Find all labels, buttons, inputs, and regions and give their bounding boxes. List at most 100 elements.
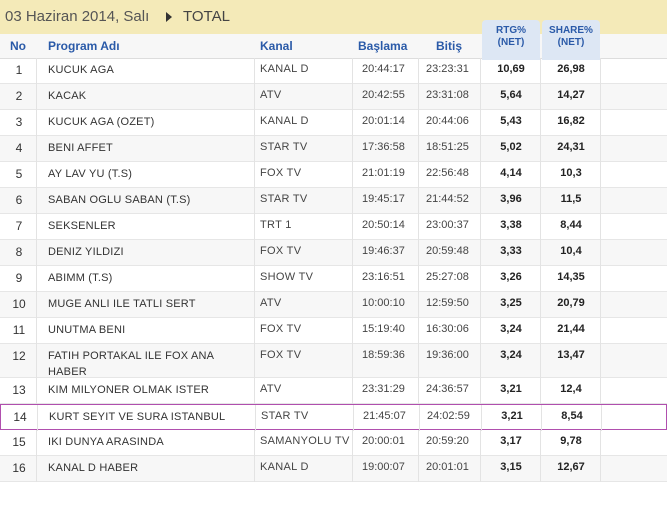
column-divider [540, 292, 541, 318]
table-row[interactable]: 13 KIM MILYONER OLMAK ISTER ATV 23:31:29 24:… [0, 378, 667, 404]
table-row[interactable]: 11 UNUTMA BENI FOX TV 15:19:40 16:30:06 3,24 2… [0, 318, 667, 344]
column-divider [540, 214, 541, 240]
cell-start: 10:00:10 [362, 297, 405, 309]
cell-start: 23:16:51 [362, 271, 405, 283]
col-channel[interactable]: Kanal [260, 39, 293, 53]
cell-program: AY LAV YU (T.S) [48, 168, 133, 180]
cell-no: 7 [15, 219, 23, 233]
cell-no: 9 [15, 271, 23, 285]
col-end[interactable]: Bitiş [436, 39, 463, 53]
cell-start: 20:01:14 [362, 115, 405, 127]
column-divider [600, 456, 601, 482]
column-divider [353, 405, 354, 431]
column-divider [600, 136, 601, 162]
cell-start: 21:45:07 [363, 410, 406, 422]
column-divider [540, 240, 541, 266]
cell-end: 25:27:08 [426, 271, 469, 283]
column-divider [480, 430, 481, 456]
column-divider [36, 318, 37, 344]
column-divider [36, 110, 37, 136]
cell-program: KURT SEYIT VE SURA ISTANBUL [49, 411, 226, 423]
cell-no: 4 [15, 141, 23, 155]
cell-no: 8 [15, 245, 23, 259]
col-no[interactable]: No [10, 39, 26, 53]
cell-end: 19:36:00 [426, 349, 469, 361]
column-divider [480, 84, 481, 110]
column-divider [541, 405, 542, 431]
table-row[interactable]: 15 IKI DUNYA ARASINDA SAMANYOLU TV 20:00:01… [0, 430, 667, 456]
column-divider [36, 378, 37, 404]
cell-share: 24,31 [557, 141, 585, 153]
column-divider [254, 162, 255, 188]
column-divider [481, 405, 482, 431]
cell-end: 20:59:20 [426, 435, 469, 447]
cell-program: UNUTMA BENI [48, 324, 126, 336]
table-row[interactable]: 16 KANAL D HABER KANAL D 19:00:07 20:01:01 3,… [0, 456, 667, 482]
column-divider [352, 58, 353, 84]
col-start[interactable]: Başlama [358, 39, 408, 53]
cell-channel: STAR TV [260, 141, 308, 153]
cell-rtg: 3,21 [501, 410, 523, 422]
column-divider [36, 84, 37, 110]
table-row[interactable]: 1 KUCUK AGA KANAL D 20:44:17 23:23:31 10,69 26… [0, 58, 667, 84]
column-divider [540, 110, 541, 136]
cell-share: 8,54 [561, 410, 583, 422]
column-divider [480, 266, 481, 292]
table-row[interactable]: 8 DENIZ YILDIZI FOX TV 19:46:37 20:59:48 3,33… [0, 240, 667, 266]
cell-rtg: 5,64 [500, 89, 522, 101]
table-row[interactable]: 5 AY LAV YU (T.S) FOX TV 21:01:19 22:56:48 4,… [0, 162, 667, 188]
column-divider [352, 136, 353, 162]
table-row[interactable]: 3 KUCUK AGA (OZET) KANAL D 20:01:14 20:44:06… [0, 110, 667, 136]
table-row[interactable]: 12 FATIH PORTAKAL ILE FOX ANA HABER FOX TV… [0, 344, 667, 378]
column-divider [36, 58, 37, 84]
cell-program: SEKSENLER [48, 220, 116, 232]
column-divider [600, 240, 601, 266]
rtg-column-tab[interactable]: RTG% (NET) [482, 20, 540, 60]
column-divider [600, 162, 601, 188]
cell-rtg: 3,38 [500, 219, 522, 231]
table-row[interactable]: 2 KACAK ATV 20:42:55 23:31:08 5,64 14,27 [0, 84, 667, 110]
cell-channel: SAMANYOLU TV [260, 435, 350, 447]
mode-label[interactable]: TOTAL [183, 8, 230, 25]
column-divider [540, 58, 541, 84]
column-divider [540, 318, 541, 344]
column-divider [480, 58, 481, 84]
cell-end: 18:51:25 [426, 141, 469, 153]
column-divider [352, 110, 353, 136]
table-row[interactable]: 9 ABIMM (T.S) SHOW TV 23:16:51 25:27:08 3,26 1… [0, 266, 667, 292]
column-divider [254, 266, 255, 292]
col-program[interactable]: Program Adı [48, 39, 120, 53]
column-divider [540, 84, 541, 110]
cell-program: KUCUK AGA [48, 64, 114, 76]
cell-end: 20:01:01 [426, 461, 469, 473]
column-divider [480, 318, 481, 344]
column-divider [352, 266, 353, 292]
cell-end: 21:44:52 [426, 193, 469, 205]
table-row[interactable]: 6 SABAN OGLU SABAN (T.S) STAR TV 19:45:17 21… [0, 188, 667, 214]
column-divider [418, 266, 419, 292]
cell-channel: SHOW TV [260, 271, 314, 283]
column-divider [418, 456, 419, 482]
cell-rtg: 5,02 [500, 141, 522, 153]
play-arrow-icon[interactable] [166, 12, 172, 22]
share-column-tab[interactable]: SHARE% (NET) [542, 20, 600, 60]
cell-channel: FOX TV [260, 323, 302, 335]
table-row[interactable]: 10 MUGE ANLI ILE TATLI SERT ATV 10:00:10 12:… [0, 292, 667, 318]
cell-end: 23:23:31 [426, 63, 469, 75]
table-row[interactable]: 7 SEKSENLER TRT 1 20:50:14 23:00:37 3,38 8,44 [0, 214, 667, 240]
column-divider [418, 162, 419, 188]
cell-start: 20:00:01 [362, 435, 405, 447]
column-divider [418, 344, 419, 378]
column-divider [254, 58, 255, 84]
table-row[interactable]: 4 BENI AFFET STAR TV 17:36:58 18:51:25 5,02 24… [0, 136, 667, 162]
cell-rtg: 3,17 [500, 435, 522, 447]
cell-channel: TRT 1 [260, 219, 292, 231]
column-divider [418, 378, 419, 404]
column-divider [480, 162, 481, 188]
table-row[interactable]: 14 KURT SEYIT VE SURA ISTANBUL STAR TV 21:4… [0, 404, 667, 431]
cell-rtg: 3,15 [500, 461, 522, 473]
column-divider [36, 188, 37, 214]
cell-no: 16 [12, 461, 26, 475]
column-divider [352, 378, 353, 404]
